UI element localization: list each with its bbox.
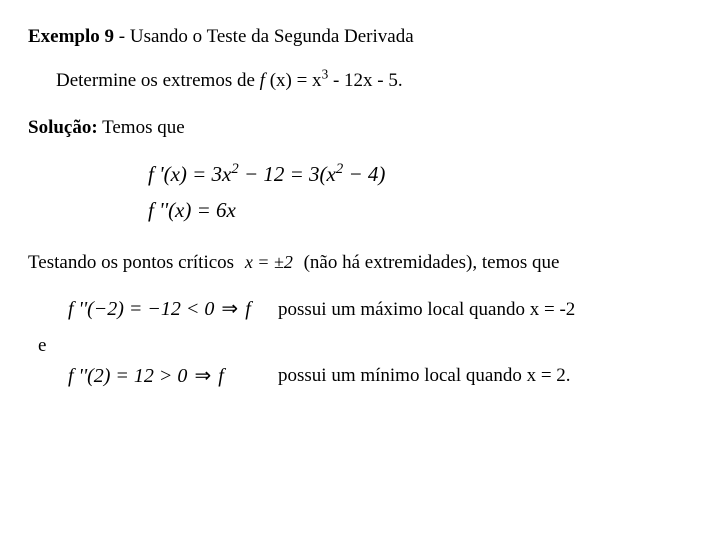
- eq1-tail: − 4): [343, 162, 385, 186]
- problem-statement: Determine os extremos de f (x) = x3 - 12…: [56, 68, 692, 94]
- conclusion-max-math: f ''(−2) = −12 < 0 ⇒ f: [68, 296, 278, 323]
- eq1-exp: 2: [231, 161, 238, 177]
- test-pre: Testando os pontos críticos: [28, 252, 234, 273]
- second-derivative: f ''(x) = 6x: [148, 193, 692, 229]
- example-title: Exemplo 9 - Usando o Teste da Segunda De…: [28, 24, 692, 50]
- conc1-l: f ''(−2) = −12 < 0: [68, 298, 219, 320]
- conc2-r: f: [213, 365, 224, 387]
- first-derivative: f '(x) = 3x2 − 12 = 3(x2 − 4): [148, 157, 692, 193]
- conclusion-max-text: possui um máximo local quando x = -2: [278, 297, 575, 323]
- problem-f: f: [260, 70, 270, 91]
- implies-icon: ⇒: [192, 365, 213, 387]
- problem-eq: (x) = x: [270, 70, 322, 91]
- derivative-block: f '(x) = 3x2 − 12 = 3(x2 − 4) f ''(x) = …: [148, 157, 692, 228]
- solucao-rest: Temos que: [98, 117, 185, 138]
- solucao-label: Solução:: [28, 117, 98, 138]
- and-label: e: [38, 333, 692, 359]
- title-rest: - Usando o Teste da Segunda Derivada: [114, 26, 414, 47]
- conc1-r: f: [240, 298, 251, 320]
- conclusion-min-text: possui um mínimo local quando x = 2.: [278, 363, 571, 389]
- critical-points-line: Testando os pontos críticos x = ±2 (não …: [28, 250, 692, 276]
- solution-header: Solução: Temos que: [28, 115, 692, 141]
- test-post: (não há extremidades), temos que: [304, 252, 560, 273]
- eq1-mid: − 12 = 3(x: [239, 162, 336, 186]
- conclusion-max-row: f ''(−2) = −12 < 0 ⇒ f possui um máximo …: [68, 296, 692, 323]
- problem-tail: - 12x - 5.: [328, 70, 402, 91]
- problem-pre: Determine os extremos de: [56, 70, 260, 91]
- test-math: x = ±2: [239, 252, 299, 272]
- conc2-l: f ''(2) = 12 > 0: [68, 365, 192, 387]
- conclusion-min-math: f ''(2) = 12 > 0 ⇒ f: [68, 363, 278, 390]
- conclusion-min-row: f ''(2) = 12 > 0 ⇒ f possui um mínimo lo…: [68, 363, 692, 390]
- title-bold: Exemplo 9: [28, 26, 114, 47]
- implies-icon: ⇒: [219, 298, 240, 320]
- eq1-lhs: f '(x) = 3x: [148, 162, 231, 186]
